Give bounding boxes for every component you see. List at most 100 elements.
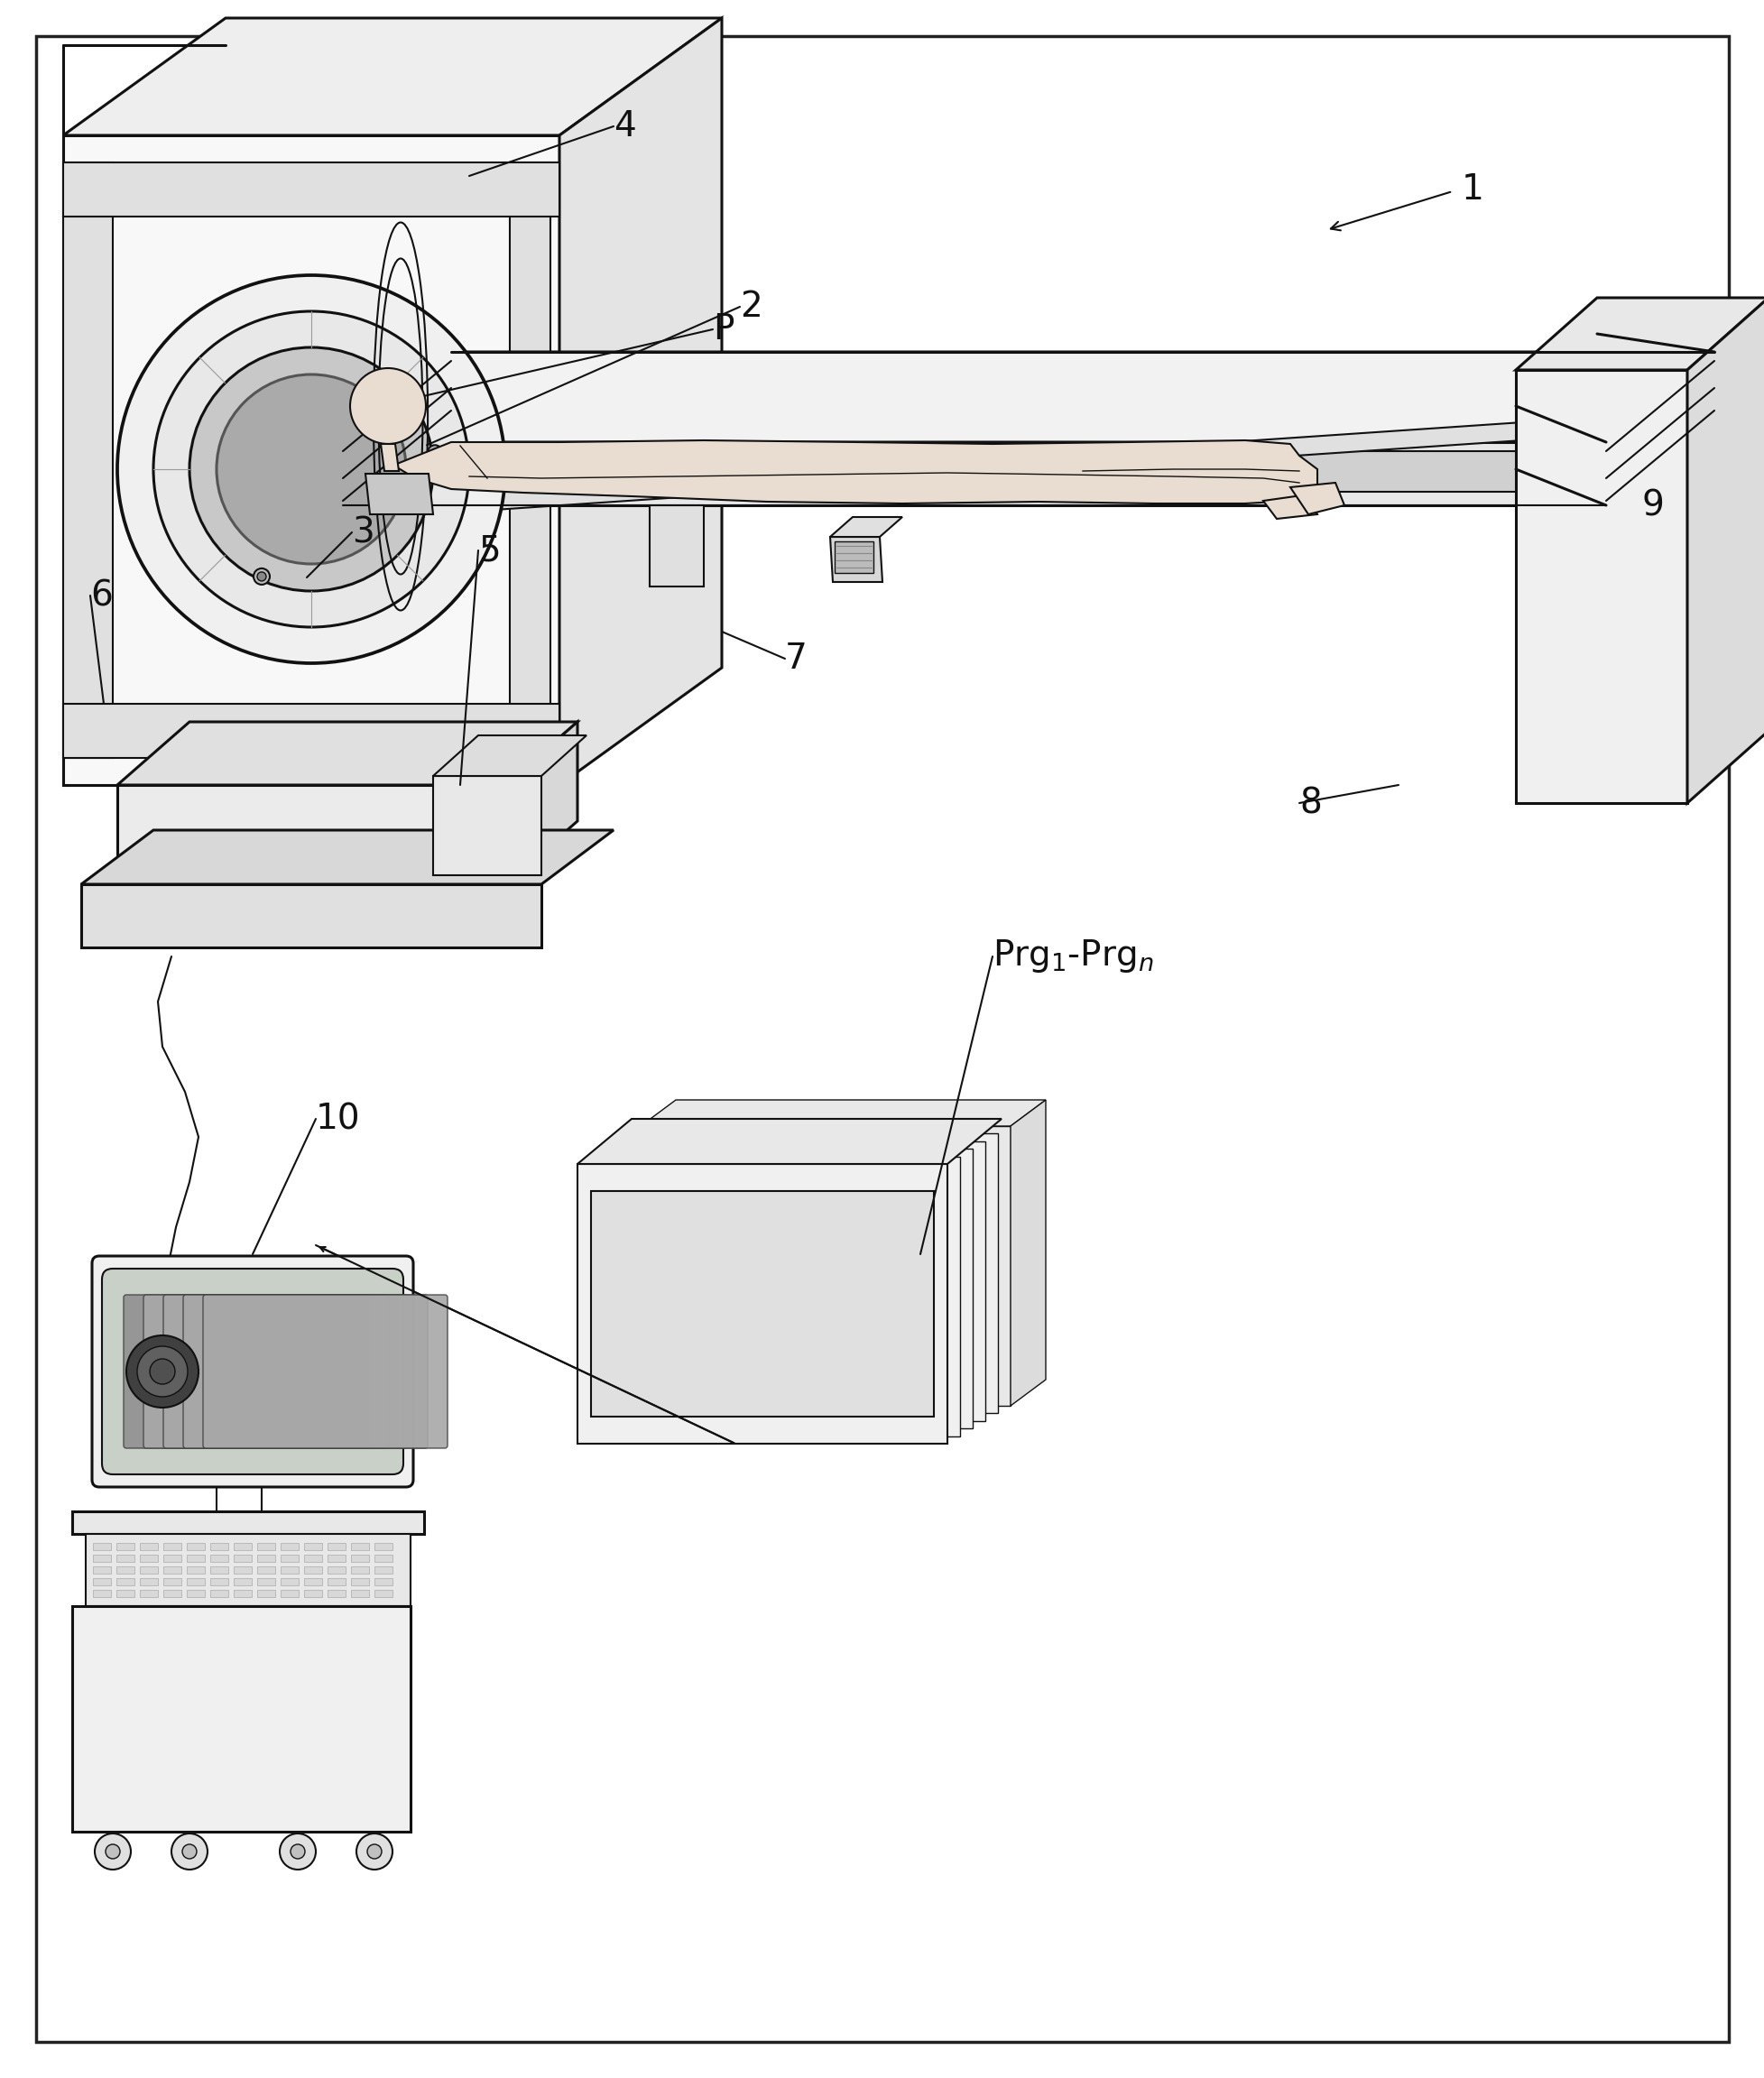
Bar: [351, 1544, 369, 1550]
Polygon shape: [64, 162, 113, 758]
Bar: [233, 1567, 252, 1573]
Bar: [303, 1590, 323, 1598]
Polygon shape: [360, 411, 1695, 520]
Polygon shape: [86, 1534, 411, 1606]
Circle shape: [254, 569, 270, 584]
Polygon shape: [510, 162, 550, 758]
Polygon shape: [432, 775, 542, 875]
Bar: [233, 1590, 252, 1598]
Bar: [258, 1567, 275, 1573]
Circle shape: [127, 1336, 198, 1407]
Bar: [210, 1554, 228, 1563]
Polygon shape: [640, 1099, 1046, 1126]
Bar: [116, 1567, 134, 1573]
Circle shape: [367, 1845, 381, 1858]
Bar: [233, 1544, 252, 1550]
Bar: [210, 1577, 228, 1586]
Circle shape: [349, 368, 425, 445]
Polygon shape: [64, 135, 559, 785]
Bar: [374, 1577, 392, 1586]
Circle shape: [258, 571, 266, 582]
Bar: [116, 1554, 134, 1563]
Text: 4: 4: [614, 110, 635, 143]
Bar: [93, 1590, 111, 1598]
Bar: [303, 1577, 323, 1586]
Bar: [187, 1554, 205, 1563]
Bar: [280, 1554, 298, 1563]
Bar: [351, 1567, 369, 1573]
Bar: [93, 1567, 111, 1573]
Bar: [164, 1567, 182, 1573]
Bar: [374, 1544, 392, 1550]
FancyBboxPatch shape: [102, 1270, 404, 1475]
Circle shape: [189, 347, 432, 590]
Bar: [139, 1590, 157, 1598]
Polygon shape: [116, 721, 577, 785]
Text: 1: 1: [1461, 172, 1484, 206]
FancyBboxPatch shape: [203, 1295, 448, 1448]
Polygon shape: [81, 829, 614, 885]
Bar: [164, 1544, 182, 1550]
Bar: [374, 1567, 392, 1573]
Polygon shape: [64, 19, 721, 135]
Polygon shape: [591, 1191, 933, 1417]
Polygon shape: [603, 1149, 972, 1428]
Circle shape: [153, 312, 469, 628]
Polygon shape: [1515, 370, 1686, 802]
Bar: [187, 1577, 205, 1586]
Text: 6: 6: [90, 578, 113, 613]
Polygon shape: [432, 736, 586, 775]
Circle shape: [279, 1833, 316, 1870]
Circle shape: [291, 1845, 305, 1858]
Polygon shape: [834, 542, 873, 574]
Circle shape: [106, 1845, 120, 1858]
Text: 10: 10: [316, 1101, 360, 1137]
Polygon shape: [409, 436, 434, 461]
Circle shape: [116, 274, 505, 663]
Bar: [351, 1590, 369, 1598]
Bar: [187, 1567, 205, 1573]
Polygon shape: [64, 704, 559, 758]
Polygon shape: [81, 885, 542, 948]
Bar: [187, 1544, 205, 1550]
Polygon shape: [589, 1155, 960, 1436]
Text: 5: 5: [478, 534, 501, 567]
Polygon shape: [64, 162, 559, 216]
Polygon shape: [1686, 297, 1764, 802]
Text: 2: 2: [739, 289, 762, 324]
Polygon shape: [640, 1126, 1011, 1407]
Bar: [164, 1554, 182, 1563]
Bar: [93, 1577, 111, 1586]
Polygon shape: [1515, 297, 1764, 370]
Polygon shape: [72, 1511, 423, 1534]
Polygon shape: [505, 721, 577, 885]
FancyBboxPatch shape: [123, 1295, 369, 1448]
Polygon shape: [1263, 495, 1316, 520]
Bar: [303, 1554, 323, 1563]
Bar: [258, 1554, 275, 1563]
Text: 8: 8: [1298, 785, 1321, 821]
FancyBboxPatch shape: [164, 1295, 407, 1448]
Polygon shape: [829, 536, 882, 582]
Bar: [116, 1577, 134, 1586]
Bar: [258, 1590, 275, 1598]
Text: 3: 3: [351, 515, 374, 549]
Bar: [280, 1567, 298, 1573]
Polygon shape: [381, 445, 399, 472]
Polygon shape: [72, 1606, 411, 1831]
Bar: [280, 1590, 298, 1598]
Bar: [210, 1544, 228, 1550]
Bar: [164, 1577, 182, 1586]
Polygon shape: [242, 553, 273, 574]
Bar: [328, 1554, 346, 1563]
Polygon shape: [370, 451, 1579, 492]
Bar: [116, 1544, 134, 1550]
Polygon shape: [116, 785, 505, 885]
Bar: [139, 1577, 157, 1586]
Circle shape: [171, 1833, 208, 1870]
Bar: [233, 1577, 252, 1586]
Polygon shape: [577, 1118, 1000, 1164]
Bar: [210, 1590, 228, 1598]
Polygon shape: [628, 1135, 997, 1413]
Bar: [139, 1544, 157, 1550]
